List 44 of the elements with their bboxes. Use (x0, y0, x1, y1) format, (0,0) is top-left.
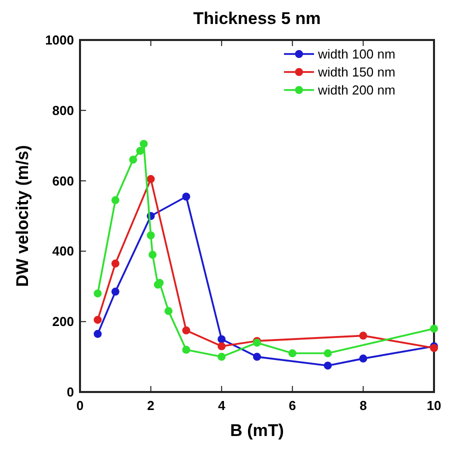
point (140, 140, 148, 148)
point (218, 335, 226, 344)
point (94, 330, 102, 338)
y-tick-label: 400 (52, 244, 74, 259)
point (218, 352, 226, 361)
x-tick-label: 6 (288, 398, 296, 413)
x-tick-label: 2 (147, 398, 154, 413)
y-axis-title: DW velocity (m/s) (13, 145, 32, 287)
point (129, 156, 138, 164)
point (136, 146, 144, 155)
legend-label: width 150 nm (317, 64, 396, 80)
point (94, 289, 102, 298)
point (359, 354, 368, 363)
point (324, 349, 332, 358)
point (253, 352, 261, 361)
point (94, 316, 102, 324)
y-tick-label: 600 (52, 173, 74, 188)
y-tick-label: 0 (66, 384, 74, 400)
point (359, 332, 368, 340)
x-tick-label: 4 (218, 398, 226, 413)
point (111, 196, 120, 204)
point (430, 324, 438, 333)
x-tick-label: 10 (426, 398, 442, 413)
point (146, 175, 155, 184)
point (218, 342, 226, 350)
point (148, 250, 157, 259)
y-tick-label: 1000 (45, 32, 74, 48)
legend-label: width 100 nm (317, 46, 396, 62)
point (182, 326, 190, 334)
point (111, 288, 120, 296)
point (182, 192, 190, 201)
point (164, 307, 172, 316)
point (288, 349, 296, 358)
x-tick-label: 0 (76, 398, 84, 413)
legend-label: width 200 nm (317, 82, 396, 98)
point (111, 260, 120, 268)
chart-title: Thickness 5 nm (193, 9, 321, 28)
point (182, 346, 190, 354)
y-tick-label: 200 (52, 314, 74, 330)
y-tick-label: 800 (52, 102, 74, 118)
point (146, 231, 155, 240)
x-axis-title: B (mT) (230, 421, 284, 440)
point (324, 362, 332, 370)
x-tick-label: 8 (360, 398, 367, 413)
